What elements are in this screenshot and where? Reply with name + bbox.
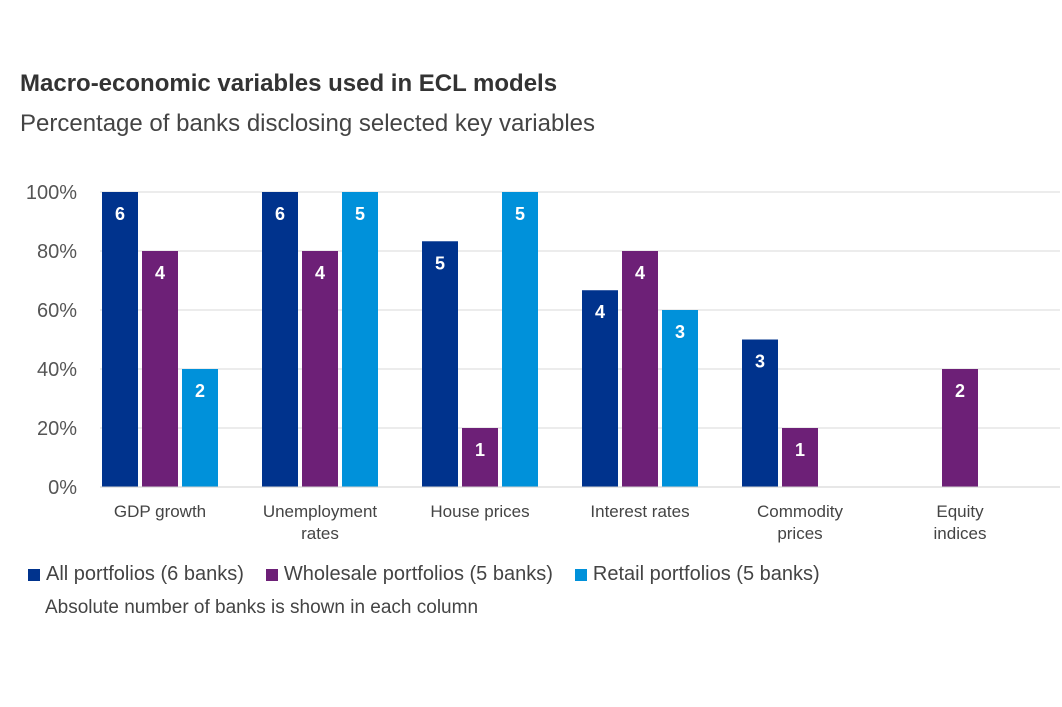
- legend-item: Retail portfolios (5 banks): [574, 563, 820, 586]
- data-label: 4: [155, 263, 165, 283]
- legend: All portfolios (6 banks) Wholesale portfo…: [28, 563, 820, 586]
- legend-swatch: [574, 568, 587, 581]
- x-tick-label: indices: [934, 524, 987, 543]
- bar: [742, 339, 778, 487]
- x-tick-label: prices: [777, 524, 822, 543]
- legend-label: Retail portfolios (5 banks): [592, 563, 820, 585]
- x-tick-label: Unemployment: [263, 502, 378, 521]
- data-label: 5: [355, 204, 365, 224]
- x-tick-label: Commodity: [757, 502, 843, 521]
- x-tick-label: GDP growth: [114, 502, 206, 521]
- x-tick-label: rates: [301, 524, 339, 543]
- x-tick-label: Interest rates: [590, 502, 689, 521]
- data-label: 4: [315, 263, 325, 283]
- bar: [782, 428, 818, 487]
- y-tick-label: 0%: [48, 477, 77, 499]
- bar: [262, 192, 298, 487]
- data-label: 1: [475, 440, 485, 460]
- y-tick-label: 100%: [26, 182, 77, 204]
- legend-item: All portfolios (6 banks): [28, 563, 244, 586]
- chart-title: Macro-economic variables used in ECL mod…: [20, 70, 558, 97]
- data-label: 4: [635, 263, 645, 283]
- data-label: 6: [275, 204, 285, 224]
- bar: [622, 251, 658, 487]
- x-tick-label: House prices: [430, 502, 529, 521]
- bar: [462, 428, 498, 487]
- x-tick-label: Equity: [936, 502, 984, 521]
- legend-label: All portfolios (6 banks): [46, 563, 244, 585]
- bar: [502, 192, 538, 487]
- data-label: 2: [955, 381, 965, 401]
- data-label: 4: [595, 302, 605, 322]
- bar: [942, 369, 978, 487]
- y-tick-label: 80%: [37, 241, 77, 263]
- legend-label: Wholesale portfolios (5 banks): [283, 563, 553, 585]
- data-label: 2: [195, 381, 205, 401]
- bar: [142, 251, 178, 487]
- y-tick-label: 20%: [37, 418, 77, 440]
- chart-subtitle: Percentage of banks disclosing selected …: [20, 110, 595, 137]
- legend-swatch: [265, 568, 278, 581]
- data-label: 1: [795, 440, 805, 460]
- data-label: 3: [675, 322, 685, 342]
- bar: [302, 251, 338, 487]
- legend-swatch: [28, 568, 40, 581]
- y-tick-label: 60%: [37, 300, 77, 322]
- y-tick-label: 40%: [37, 359, 77, 381]
- bar: [662, 310, 698, 487]
- data-label: 6: [115, 204, 125, 224]
- bar: [342, 192, 378, 487]
- data-label: 5: [435, 253, 445, 273]
- bar: [102, 192, 138, 487]
- bar: [422, 241, 458, 487]
- legend-item: Wholesale portfolios (5 banks): [265, 563, 553, 586]
- bar: [182, 369, 218, 487]
- chart-note: Absolute number of banks is shown in eac…: [45, 597, 479, 618]
- data-label: 3: [755, 352, 765, 372]
- data-label: 5: [515, 204, 525, 224]
- bar: [582, 290, 618, 487]
